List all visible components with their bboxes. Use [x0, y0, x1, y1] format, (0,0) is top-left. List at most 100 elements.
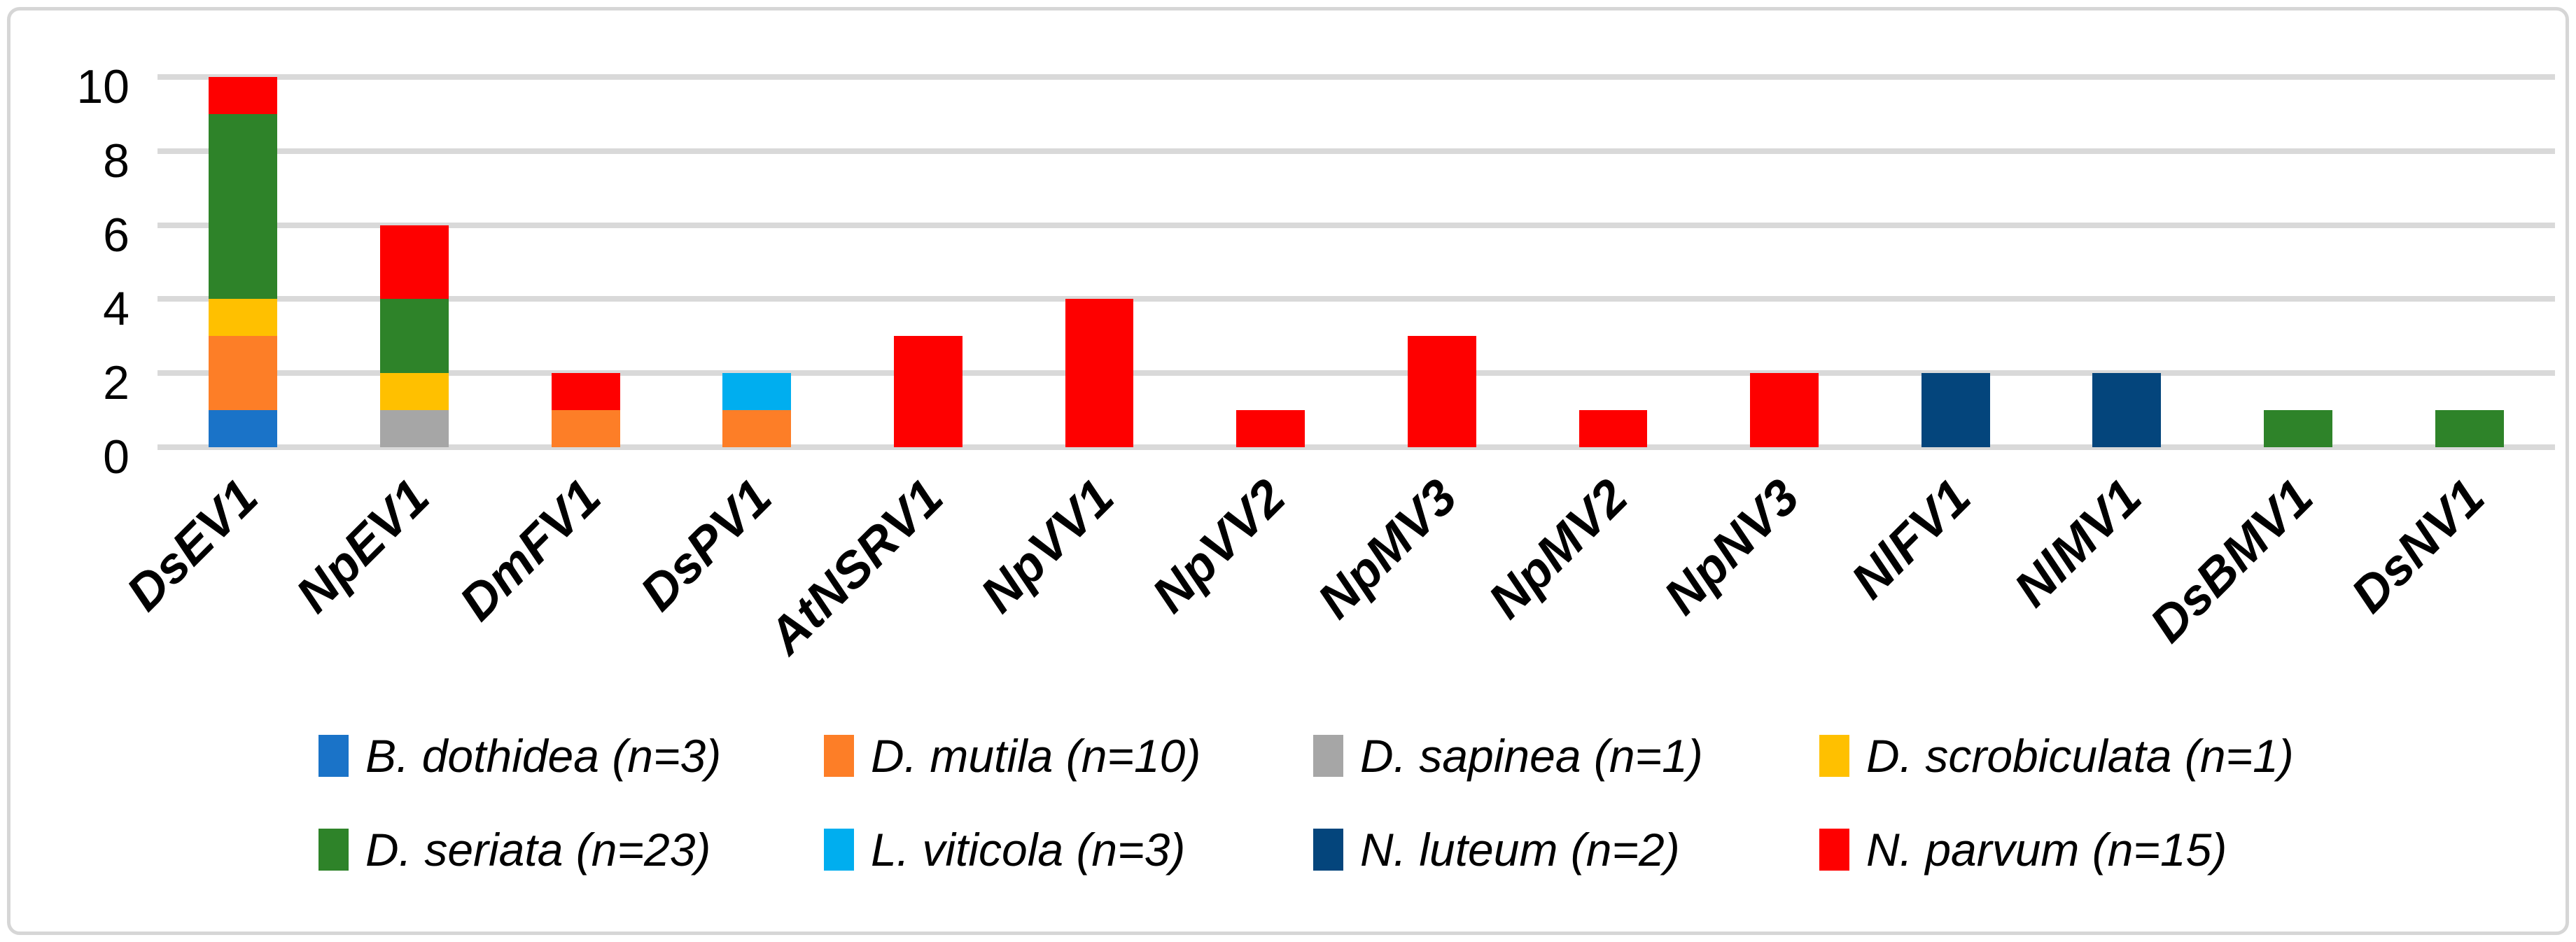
bar-slot [329, 77, 500, 447]
legend-item: B. dothidea (n=3) [318, 731, 824, 780]
bar-segment [2435, 410, 2504, 447]
legend-item: D. mutila (n=10) [824, 731, 1313, 780]
x-axis-label: NpNV3 [1653, 469, 1810, 626]
stacked-bar-DsBMV1 [2264, 410, 2332, 447]
bar-segment [209, 410, 278, 447]
bar-slot [1356, 77, 1527, 447]
legend-label: D. scrobiculata (n=1) [1866, 730, 2294, 782]
bar-segment [209, 77, 278, 114]
stacked-bar-DsNV1 [2435, 410, 2504, 447]
legend-swatch [1313, 829, 1343, 871]
bar-slot [2384, 77, 2555, 447]
bar-segment [2264, 410, 2332, 447]
legend-swatch [1819, 735, 1849, 777]
bar-slot [671, 77, 843, 447]
gridline [158, 222, 2555, 228]
stacked-bar-DmFV1 [551, 373, 620, 447]
y-axis-tick-label: 2 [103, 356, 130, 410]
chart-figure: 0 2 4 6 8 10 DsEV1 NpEV1 DmFV1 DsPV1 AtNSRV1 NpVV1… [7, 7, 2569, 935]
x-axis-label: NpMV3 [1307, 469, 1468, 630]
y-axis-tick-label: 10 [76, 60, 130, 113]
bar-segment [893, 336, 962, 447]
legend-swatch [1819, 829, 1849, 871]
y-axis-tick-label: 4 [103, 282, 130, 336]
bar-slot [2041, 77, 2213, 447]
plot-area [158, 74, 2555, 450]
legend-label: D. seriata (n=23) [365, 824, 711, 876]
bar-slot [158, 77, 329, 447]
gridline [158, 148, 2555, 154]
bar-segment [1065, 299, 1134, 447]
bar-segment [209, 113, 278, 300]
stacked-bar-DsEV1 [209, 77, 278, 447]
stacked-bar-NlMV1 [2092, 373, 2162, 447]
gridline [158, 296, 2555, 302]
x-axis-label: NlMV1 [2003, 469, 2152, 618]
gridline [158, 74, 2555, 80]
stacked-bar-NlFV1 [1921, 373, 1990, 447]
stacked-bar-NpMV2 [1578, 410, 1648, 447]
bar-slot [2213, 77, 2384, 447]
x-axis-label: DsPV1 [629, 469, 783, 621]
gridline [158, 370, 2555, 377]
legend-label: D. mutila (n=10) [871, 730, 1201, 782]
stacked-bar-NpNV3 [1750, 373, 1819, 447]
legend-label: L. viticola (n=3) [871, 824, 1186, 876]
legend: B. dothidea (n=3) D. mutila (n=10) D. sapi… [318, 731, 2294, 874]
legend-item: L. viticola (n=3) [824, 825, 1313, 874]
bar-segment [2092, 373, 2162, 447]
legend-swatch [1313, 735, 1343, 777]
bar-slot [843, 77, 1014, 447]
x-axis-label: NpEV1 [285, 469, 440, 624]
bar-segment [380, 373, 449, 411]
legend-label: N. luteum (n=2) [1360, 824, 1680, 876]
legend-item: D. scrobiculata (n=1) [1819, 731, 2294, 780]
x-axis-label: DsBMV1 [2139, 469, 2324, 654]
legend-item: N. luteum (n=2) [1313, 825, 1819, 874]
x-axis-label: NlFV1 [1840, 469, 1982, 610]
stacked-bar-NpEV1 [380, 225, 449, 447]
bar-slot [1527, 77, 1699, 447]
x-axis-label: DsEV1 [116, 469, 269, 621]
legend-label: N. parvum (n=15) [1866, 824, 2227, 876]
bar-segment [1921, 373, 1990, 447]
bar-segment [380, 410, 449, 447]
y-axis-tick-label: 8 [103, 134, 130, 188]
legend-label: B. dothidea (n=3) [365, 730, 722, 782]
x-axis-label: NpVV2 [1142, 469, 1296, 624]
y-axis-tick-label: 6 [103, 208, 130, 262]
stacked-bar-DsPV1 [722, 373, 792, 447]
x-axis-label: DsNV1 [2340, 469, 2496, 624]
y-axis-tick-label: 0 [103, 430, 130, 484]
legend-item: D. seriata (n=23) [318, 825, 824, 874]
x-axis-label: NpMV2 [1478, 469, 1639, 630]
legend-swatch [318, 735, 349, 777]
bar-segment [1750, 373, 1819, 447]
x-axis-label: AtNSRV1 [757, 469, 954, 666]
bar-segment [380, 299, 449, 374]
legend-swatch [824, 735, 854, 777]
legend-item: D. sapinea (n=1) [1313, 731, 1819, 780]
bar-slot [1870, 77, 2041, 447]
stacked-bar-NpMV3 [1407, 336, 1476, 447]
gridline [158, 444, 2555, 450]
stacked-bar-NpVV1 [1065, 299, 1134, 447]
bar-segment [380, 225, 449, 300]
x-axis-label: NpVV1 [970, 469, 1126, 624]
bar-segment [209, 299, 278, 337]
bar-slot [1185, 77, 1357, 447]
bar-segment [1236, 410, 1306, 447]
legend-swatch [318, 829, 349, 871]
bar-slot [1014, 77, 1185, 447]
bar-segment [551, 410, 620, 447]
bar-segment [722, 373, 792, 411]
x-axis-label: DmFV1 [449, 469, 612, 631]
legend-swatch [824, 829, 854, 871]
bar-segment [551, 373, 620, 411]
stacked-bar-NpVV2 [1236, 410, 1306, 447]
bar-segment [1578, 410, 1648, 447]
bar-segment [209, 336, 278, 411]
bar-slot [1699, 77, 1870, 447]
stacked-bar-AtNSRV1 [893, 336, 962, 447]
legend-item: N. parvum (n=15) [1819, 825, 2294, 874]
